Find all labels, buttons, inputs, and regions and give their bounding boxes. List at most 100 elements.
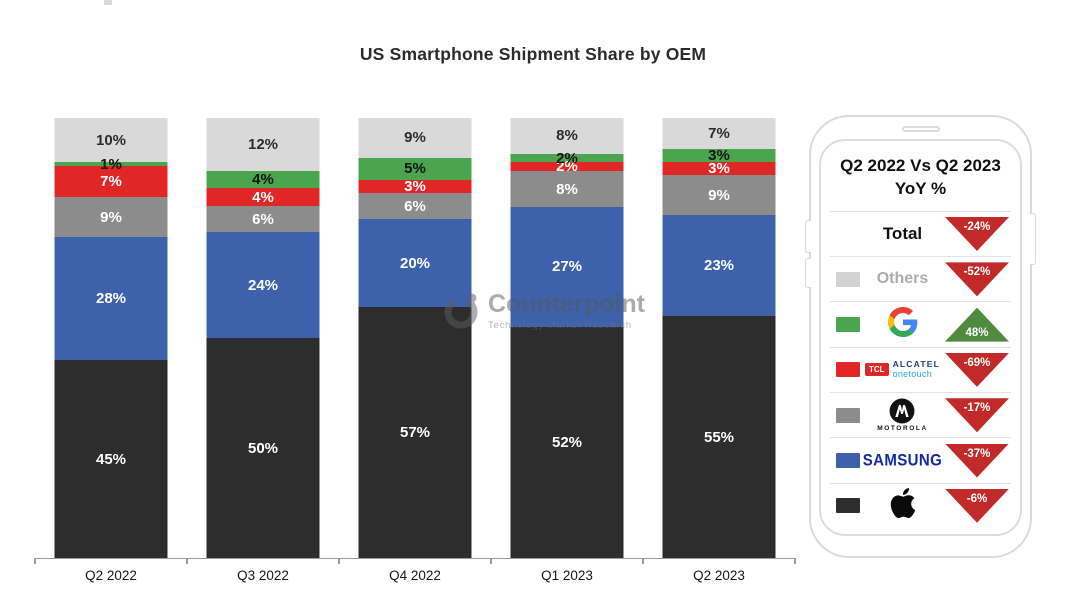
samsung-logo-icon: SAMSUNG (862, 450, 943, 471)
total-change: -24% (963, 221, 991, 234)
segment-tcl-alcatel: 3% (358, 177, 472, 195)
segment-apple: 57% (358, 307, 472, 558)
segment-value-label: 3% (404, 177, 426, 195)
segment-others: 12% (206, 118, 320, 171)
segment-value-label: 23% (703, 256, 735, 274)
segment-motorola: 9% (662, 175, 776, 215)
segment-value-label: 9% (100, 208, 122, 226)
tcl-swatch (836, 362, 860, 378)
x-axis-label: Q3 2022 (237, 568, 289, 583)
segment-google: 5% (358, 157, 472, 180)
chart-title: US Smartphone Shipment Share by OEM (359, 44, 707, 64)
stacked-bar-q2-2022: 45% 28% 9% 7% 1% 10% (54, 118, 168, 558)
segment-samsung: 23% (662, 214, 776, 316)
segment-google: 3% (662, 146, 776, 164)
axis-tick (642, 558, 644, 564)
stacked-bar-q2-2023: 55% 23% 9% 3% 3% 7% (662, 118, 776, 558)
legend-row-tcl-alcatel: TCL ALCATEL onetouch -69% (830, 346, 1011, 392)
legend-row-total: Total -24% (830, 212, 1011, 256)
segment-google: 1% (54, 157, 168, 172)
segment-samsung: 20% (358, 219, 472, 308)
onetouch-wordmark: onetouch (892, 368, 932, 379)
segment-value-label: 28% (95, 289, 127, 307)
stacked-bar-q4-2022: 57% 20% 6% 3% 5% 9% (358, 118, 472, 558)
legend-header-line2: YoY % (894, 178, 947, 198)
segment-samsung: 28% (54, 236, 168, 360)
segment-value-label: 6% (252, 210, 274, 228)
down-triangle-icon: -24% (945, 217, 1009, 252)
bar-columns: 45% 28% 9% 7% 1% 10% Q2 2022 50% 24% 6% 4% 4% 12% Q3 … (35, 118, 795, 583)
segment-motorola: 6% (206, 206, 320, 233)
segment-value-label: 7% (708, 124, 730, 142)
segment-others: 9% (358, 118, 472, 158)
samsung-change: -37% (963, 447, 991, 460)
segment-value-label: 1% (100, 155, 122, 173)
motorola-change: -17% (963, 402, 991, 415)
up-triangle-icon: 48% (945, 307, 1009, 342)
segment-value-label: 2% (556, 149, 578, 167)
down-triangle-icon: -17% (945, 398, 1009, 433)
down-triangle-icon: -52% (945, 262, 1009, 297)
segment-others: 10% (54, 118, 168, 163)
others-label: Others (876, 270, 929, 288)
segment-value-label: 2% (556, 158, 578, 176)
segment-tcl-alcatel: 7% (54, 166, 168, 198)
apple-swatch (836, 498, 860, 514)
segment-value-label: 57% (399, 424, 431, 442)
segment-value-label: 10% (95, 131, 127, 149)
total-label: Total (882, 224, 923, 244)
others-change: -52% (963, 266, 991, 279)
x-axis-label: Q1 2023 (541, 568, 593, 583)
axis-tick (34, 558, 36, 564)
axis-tick (490, 558, 492, 564)
segment-samsung: 24% (206, 232, 320, 338)
screen-artifact (104, 0, 112, 5)
legend-row-motorola: MOTOROLA -17% (830, 392, 1011, 437)
axis-tick (794, 558, 796, 564)
stacked-bar-q1-2023: 52% 27% 8% 2% 2% 8% (510, 118, 624, 558)
segment-apple: 50% (206, 338, 320, 558)
segment-value-label: 9% (404, 129, 426, 147)
segment-value-label: 3% (708, 146, 730, 164)
down-triangle-icon: -6% (945, 488, 1009, 523)
segment-value-label: 12% (247, 135, 279, 153)
segment-value-label: 20% (399, 254, 431, 272)
segment-value-label: 4% (252, 188, 274, 206)
segment-apple: 55% (662, 316, 776, 558)
segment-value-label: 5% (404, 160, 426, 178)
yoy-legend-phone: Q2 2022 Vs Q2 2023 YoY % Total -24% (805, 115, 1036, 558)
segment-value-label: 52% (551, 433, 583, 451)
bar-slot: 57% 20% 6% 3% 5% 9% Q4 2022 (339, 118, 491, 583)
legend-row-apple: -6% (830, 482, 1011, 528)
segment-value-label: 8% (556, 127, 578, 145)
segment-value-label: 4% (252, 171, 274, 189)
segment-tcl-alcatel: 2% (510, 158, 624, 176)
apple-logo-icon (888, 486, 918, 525)
motorola-wordmark: MOTOROLA (877, 425, 928, 433)
phone-volume-button-2 (805, 258, 811, 288)
segment-value-label: 7% (100, 173, 122, 191)
alcatel-wordmark: ALCATEL (892, 359, 940, 370)
segment-value-label: 27% (551, 258, 583, 276)
segment-value-label: 6% (404, 197, 426, 215)
segment-value-label: 3% (708, 160, 730, 178)
phone-power-button (1030, 213, 1036, 265)
segment-google: 4% (206, 170, 320, 189)
legend-header: Q2 2022 Vs Q2 2023 YoY % (830, 153, 1011, 212)
bar-slot: 55% 23% 9% 3% 3% 7% Q2 2023 (643, 118, 795, 583)
x-axis-label: Q4 2022 (389, 568, 441, 583)
down-triangle-icon: -37% (945, 443, 1009, 478)
stacked-bar-q3-2022: 50% 24% 6% 4% 4% 12% (206, 118, 320, 558)
phone-speaker (901, 126, 940, 132)
google-swatch (836, 317, 860, 333)
segment-samsung: 27% (510, 206, 624, 327)
motorola-swatch (836, 407, 860, 423)
x-axis-label: Q2 2022 (85, 568, 137, 583)
phone-screen: Q2 2022 Vs Q2 2023 YoY % Total -24% (819, 139, 1022, 536)
segment-value-label: 8% (556, 180, 578, 198)
axis-tick (186, 558, 188, 564)
motorola-logo-icon: MOTOROLA (877, 398, 928, 432)
bar-slot: 52% 27% 8% 2% 2% 8% Q1 2023 (491, 118, 643, 583)
segment-google: 2% (510, 149, 624, 167)
bar-slot: 45% 28% 9% 7% 1% 10% Q2 2022 (35, 118, 187, 583)
